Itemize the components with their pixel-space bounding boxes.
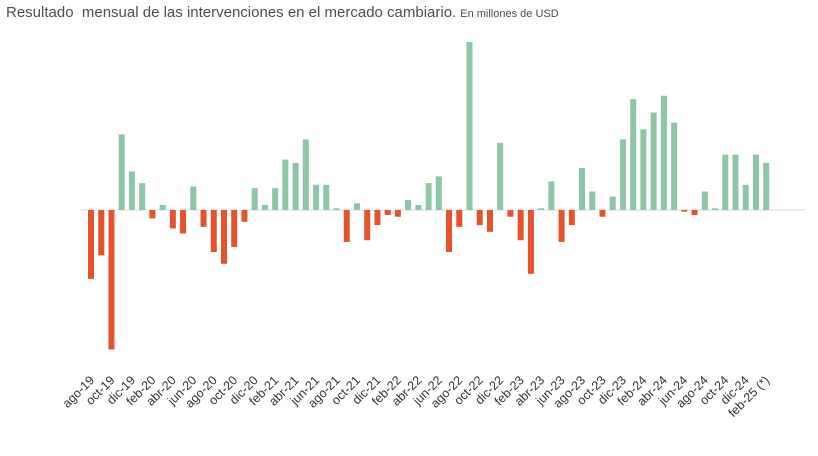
bar-jun-24 [681, 210, 688, 212]
bar-nov-21 [364, 210, 371, 241]
bar-dic-22 [497, 142, 504, 210]
bar-abr-20 [169, 210, 176, 229]
bar-may-21 [302, 139, 309, 210]
bar-nov-23 [609, 196, 616, 210]
bar-mar-20 [159, 204, 166, 210]
bar-jul-23 [568, 210, 575, 226]
bar-ago-24 [701, 191, 708, 210]
bar-nov-20 [241, 210, 248, 222]
bar-dic-23 [619, 139, 626, 210]
bar-oct-19 [108, 210, 115, 350]
bar-abr-22 [415, 204, 422, 210]
bar-mar-23 [527, 210, 534, 274]
bar-mar-24 [650, 112, 657, 210]
chart-header: Resultado mensual de las intervenciones … [6, 4, 559, 22]
bar-dic-21 [374, 210, 381, 226]
bar-jun-20 [190, 186, 197, 210]
bar-mar-21 [282, 159, 289, 210]
bar-feb-22 [394, 210, 401, 217]
bar-oct-20 [231, 210, 238, 247]
bar-ago-20 [210, 210, 217, 252]
chart-subtitle: En millones de USD [460, 8, 559, 20]
bar-jun-22 [435, 176, 442, 210]
bar-jul-22 [446, 210, 453, 252]
bar-feb-23 [517, 210, 524, 241]
bar-ago-23 [579, 168, 586, 210]
bar-may-22 [425, 183, 432, 210]
bar-sep-24 [712, 208, 719, 210]
bar-jun-21 [313, 184, 320, 210]
bar-oct-23 [599, 210, 606, 217]
bar-abr-23 [538, 208, 545, 210]
bar-nov-19 [118, 134, 125, 210]
bar-oct-22 [476, 210, 483, 226]
bar-ago-19 [88, 210, 94, 279]
bar-may-20 [180, 210, 187, 234]
bar-sep-21 [343, 210, 350, 242]
bar-ene-22 [384, 210, 391, 216]
bar-ene-20 [139, 183, 146, 210]
bar-abr-24 [660, 95, 667, 210]
bars-group [88, 42, 770, 350]
bar-ago-21 [333, 208, 340, 210]
bar-may-24 [671, 122, 678, 210]
bar-dic-20 [251, 188, 258, 210]
bar-mar-22 [405, 199, 412, 210]
bar-nov-24 [732, 154, 739, 210]
bar-ago-22 [456, 210, 463, 227]
bar-feb-24 [640, 129, 647, 210]
bar-abr-21 [292, 162, 299, 210]
bar-dic-19 [128, 171, 135, 210]
bar-jul-24 [691, 210, 698, 216]
bar-ene-21 [261, 204, 268, 210]
bar-may-23 [548, 181, 555, 210]
bar-feb-21 [272, 188, 279, 210]
x-axis-tick-labels: ago-19oct-19dic-19feb-20abr-20jun-20ago-… [60, 373, 773, 420]
bar-ene-23 [507, 210, 514, 217]
bar-ene-25 [752, 154, 759, 210]
bar-oct-24 [722, 154, 729, 210]
bar-dic-24 [742, 184, 749, 210]
bar-feb-25 (*) [763, 162, 770, 210]
bar-sep-22 [466, 42, 473, 210]
bar-oct-21 [353, 203, 360, 210]
bar-sep-23 [589, 191, 596, 210]
bar-ene-24 [630, 99, 637, 210]
bar-jul-21 [323, 184, 330, 210]
bar-sep-20 [220, 210, 227, 264]
bar-sep-19 [98, 210, 105, 256]
bar-feb-20 [149, 210, 156, 219]
bar-jul-20 [200, 210, 207, 227]
bar-jun-23 [558, 210, 565, 242]
chart-title: Resultado mensual de las intervenciones … [6, 4, 457, 21]
bar-nov-22 [486, 210, 493, 232]
